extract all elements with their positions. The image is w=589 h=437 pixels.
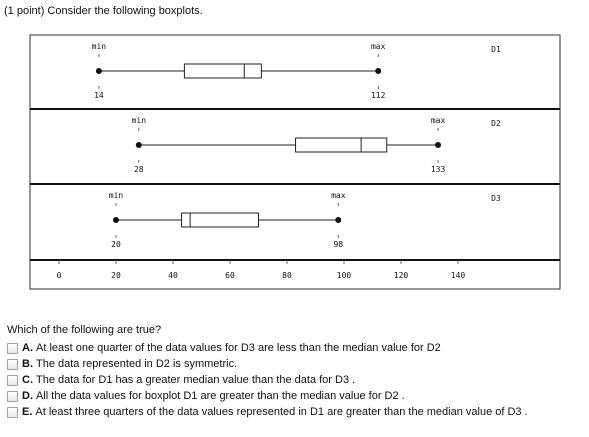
x-tick-label: 40 (168, 271, 178, 280)
option-e[interactable]: E. At least three quarters of the data v… (7, 404, 528, 420)
option-d-text: All the data values for boxplot D1 are g… (36, 390, 405, 402)
panel-d3: min max D3 20 98 (30, 183, 560, 249)
max-label: max (371, 42, 386, 51)
min-label: min (109, 191, 124, 200)
x-tick-label: 20 (111, 271, 121, 280)
x-tick-label: 140 (451, 271, 466, 280)
boxplot-figure: min max D1 14 112 min max D2 28 133 min max D3 20 98 0… (29, 34, 561, 290)
x-tick-label: 120 (394, 271, 409, 280)
option-b-letter: B. (22, 358, 33, 370)
option-a-checkbox[interactable] (7, 342, 18, 354)
option-b[interactable]: B. The data represented in D2 is symmetr… (7, 356, 528, 372)
min-point (95, 68, 102, 74)
option-d-checkbox[interactable] (7, 390, 18, 402)
min-label: min (92, 42, 107, 51)
problem-prompt: (1 point) Consider the following boxplot… (4, 5, 203, 17)
option-c-checkbox[interactable] (7, 374, 18, 386)
option-e-checkbox[interactable] (7, 406, 18, 418)
option-b-checkbox[interactable] (7, 358, 18, 370)
panel-d1: min max D1 14 112 (92, 42, 501, 100)
min-value-label: 20 (111, 240, 121, 249)
max-point (435, 142, 442, 148)
option-c[interactable]: C. The data for D1 has a greater median … (7, 372, 528, 388)
max-value-label: 112 (371, 91, 386, 100)
min-value-label: 14 (94, 91, 104, 100)
figure-frame (29, 34, 561, 290)
min-point (113, 217, 119, 223)
option-a-letter: A. (22, 342, 33, 354)
max-value-label: 98 (333, 240, 343, 249)
min-label: min (132, 116, 147, 125)
max-point (335, 217, 342, 223)
series-name: D3 (491, 194, 501, 203)
option-a[interactable]: A. At least one quarter of the data valu… (7, 340, 528, 356)
x-tick-label: 60 (225, 271, 235, 280)
x-tick-label: 100 (337, 271, 352, 280)
series-name: D1 (491, 45, 501, 54)
max-value-label: 133 (431, 165, 446, 174)
option-b-text: The data represented in D2 is symmetric. (36, 358, 238, 370)
iqr-box (295, 137, 388, 153)
x-tick-label: 0 (57, 271, 62, 280)
min-value-label: 28 (134, 165, 144, 174)
max-label: max (331, 191, 346, 200)
question-text: Which of the following are true? (7, 324, 162, 336)
answer-options: A. At least one quarter of the data valu… (7, 340, 528, 420)
option-a-text: At least one quarter of the data values … (36, 342, 441, 354)
panel-d2: min max D2 28 133 (30, 108, 560, 174)
option-d[interactable]: D. All the data values for boxplot D1 ar… (7, 388, 528, 404)
option-d-letter: D. (22, 390, 33, 402)
option-c-text: The data for D1 has a greater median val… (36, 374, 356, 386)
min-point (135, 142, 142, 148)
option-c-letter: C. (22, 374, 33, 386)
iqr-box (183, 63, 262, 79)
option-e-letter: E. (22, 406, 33, 418)
iqr-box (181, 212, 259, 228)
option-e-text: At least three quarters of the data valu… (35, 406, 528, 418)
max-label: max (431, 116, 446, 125)
series-name: D2 (491, 119, 501, 128)
max-point (375, 68, 382, 74)
x-tick-label: 80 (282, 271, 292, 280)
